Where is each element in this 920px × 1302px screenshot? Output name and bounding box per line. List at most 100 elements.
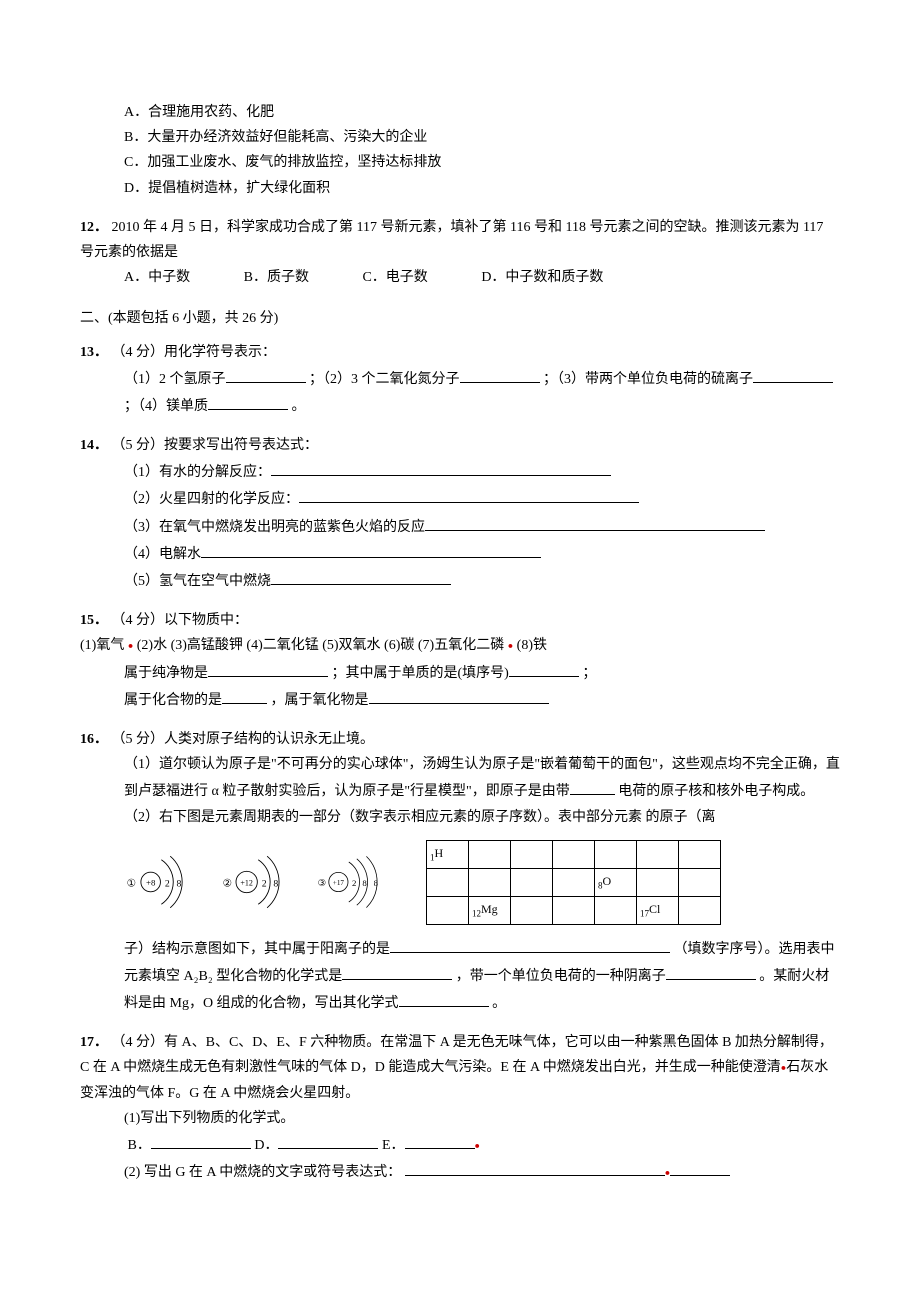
q14-num: 14．: [80, 433, 108, 458]
q17-e: E．: [382, 1138, 405, 1153]
blank: [271, 458, 611, 476]
q16-num: 16．: [80, 727, 108, 752]
q12-num: 12．: [80, 215, 108, 240]
q16-lead: （5 分）人类对原子结构的认识永无止境。: [112, 732, 375, 747]
atom3-nucleus: +17: [333, 879, 345, 887]
q12-text: 2010 年 4 月 5 日，科学家成功合成了第 117 号新元素，填补了第 1…: [80, 220, 823, 260]
atom3-label: ③: [318, 878, 327, 889]
q17-b: B．: [128, 1138, 151, 1153]
q15-l2b: ，属于氧化物是: [271, 693, 369, 708]
atom1-label: ①: [127, 878, 137, 890]
q13-p1: （1）2 个氢原子: [124, 372, 226, 387]
q12: 12． 2010 年 4 月 5 日，科学家成功合成了第 117 号新元素，填补…: [80, 215, 840, 291]
q15-l2a: 属于化合物的是: [124, 693, 222, 708]
blank: [201, 540, 541, 558]
q17-lead: （4 分）有 A、B、C、D、E、F 六种物质。在常温下 A 是无色无味气体，它…: [80, 1035, 833, 1075]
blank: [151, 1131, 251, 1149]
ptable-cell: [469, 868, 511, 896]
periodic-table-fragment: 1H 8O 12Mg: [426, 840, 721, 925]
q12-choice-c: C．电子数: [362, 265, 427, 290]
q12-choice-a: A．中子数: [124, 265, 190, 290]
q15-num: 15．: [80, 608, 108, 633]
ptable-cell: [511, 896, 553, 924]
q15-l1b: ；其中属于单质的是(填序号): [332, 666, 509, 681]
q14-lead: （5 分）按要求写出符号表达式：: [112, 438, 319, 453]
blank: [299, 485, 639, 503]
atom2-nucleus: +12: [240, 879, 253, 888]
blank: [570, 777, 615, 795]
q16-p3c: ，带一个单位负电荷的一种阴离子: [456, 969, 666, 984]
q17-d: D．: [254, 1138, 278, 1153]
q15-list: (1)氧气 ● (2)水 (3)高锰酸钾 (4)二氧化锰 (5)双氧水 (6)碳…: [80, 633, 840, 658]
dot-icon: ●: [475, 1141, 480, 1151]
blank: [670, 1158, 730, 1176]
q16: 16． （5 分）人类对原子结构的认识永无止境。 （1）道尔顿认为原子是"不可再…: [80, 727, 840, 1016]
q17-num: 17．: [80, 1030, 108, 1055]
q17: 17． （4 分）有 A、B、C、D、E、F 六种物质。在常温下 A 是无色无味…: [80, 1030, 840, 1185]
atom-diagram-1: +8 2 8 ①: [124, 847, 204, 917]
blank: [753, 365, 833, 383]
blank: [666, 962, 756, 980]
atom1-nucleus: +8: [146, 878, 156, 888]
ptable-r2c5: 8O: [595, 868, 637, 896]
atom2-shell1: 2: [262, 879, 267, 890]
section2-title: 二、(本题包括 6 小题，共 26 分): [80, 306, 840, 331]
q15-list-post: (2)水 (3)高锰酸钾 (4)二氧化锰 (5)双氧水 (6)碳 (7)五氧化二…: [137, 638, 508, 653]
ptable-cell: [637, 868, 679, 896]
atom-diagrams: +8 2 8 ① +12 2 8 ② +17: [124, 847, 396, 917]
q11-opt-a: A．合理施用农药、化肥: [80, 100, 840, 125]
q17-s2: (2) 写出 G 在 A 中燃烧的文字或符号表达式：: [124, 1165, 401, 1180]
q11-opt-d: D．提倡植树造林，扩大绿化面积: [80, 176, 840, 201]
blank: [509, 659, 579, 677]
dot-icon: ●: [128, 641, 133, 651]
ptable-cell: [637, 840, 679, 868]
ptable-cell: [595, 896, 637, 924]
q13-p5: 。: [292, 399, 306, 414]
q13-lead: （4 分）用化学符号表示：: [112, 345, 277, 360]
q14-i2: （2）火星四射的化学反应：: [124, 492, 299, 507]
q15-l1c: ；: [582, 666, 596, 681]
q13-p3: ；（3）带两个单位负电荷的硫离子: [543, 372, 753, 387]
ptable-cell: [553, 840, 595, 868]
ptable-cell: [427, 868, 469, 896]
ptable-cell: [427, 896, 469, 924]
blank: [425, 513, 765, 531]
atom-diagram-2: +12 2 8 ②: [220, 847, 300, 917]
atom-diagram-3: +17 2 8 8 ③: [316, 847, 396, 917]
atom2-shell2: 8: [273, 879, 278, 890]
ptable-cell: [679, 840, 721, 868]
q16-p1b: 电荷的原子核和核外电子构成。: [618, 784, 814, 799]
atom1-shell1: 2: [165, 879, 170, 890]
q15-l1a: 属于纯净物是: [124, 666, 208, 681]
blank: [369, 686, 549, 704]
ptable-cell: [553, 896, 595, 924]
q15: 15． （4 分）以下物质中： (1)氧气 ● (2)水 (3)高锰酸钾 (4)…: [80, 608, 840, 713]
q14-i1: （1）有水的分解反应：: [124, 465, 271, 480]
q12-choice-b: B．质子数: [244, 265, 309, 290]
blank: [278, 1131, 378, 1149]
blank: [405, 1131, 475, 1149]
blank: [222, 686, 267, 704]
q17-s1: (1)写出下列物质的化学式。: [80, 1106, 840, 1131]
ptable-cell: [469, 840, 511, 868]
q15-list-end: (8)铁: [517, 638, 547, 653]
q13-num: 13．: [80, 340, 108, 365]
q14-i4: （4）电解水: [124, 547, 201, 562]
q11-opt-b: B．大量开办经济效益好但能耗高、污染大的企业: [80, 125, 840, 150]
blank: [405, 1158, 665, 1176]
q16-p3a: 子）结构示意图如下，其中属于阳离子的是: [124, 942, 390, 957]
ptable-cell: [553, 868, 595, 896]
ptable-cell: [511, 868, 553, 896]
q15-list-pre: (1)氧气: [80, 638, 128, 653]
q14-i5: （5）氢气在空气中燃烧: [124, 574, 271, 589]
atom2-label: ②: [223, 878, 233, 890]
q13: 13． （4 分）用化学符号表示： （1）2 个氢原子 ；（2）3 个二氧化氮分…: [80, 340, 840, 420]
ptable-cell: [595, 840, 637, 868]
blank: [226, 365, 306, 383]
blank: [208, 392, 288, 410]
q16-diagrams: +8 2 8 ① +12 2 8 ② +17: [124, 840, 840, 925]
q14: 14． （5 分）按要求写出符号表达式： （1）有水的分解反应： （2）火星四射…: [80, 433, 840, 594]
atom1-shell2: 8: [176, 879, 181, 890]
q14-i3: （3）在氧气中燃烧发出明亮的蓝紫色火焰的反应: [124, 520, 425, 535]
atom3-shell1: 2: [352, 878, 356, 888]
